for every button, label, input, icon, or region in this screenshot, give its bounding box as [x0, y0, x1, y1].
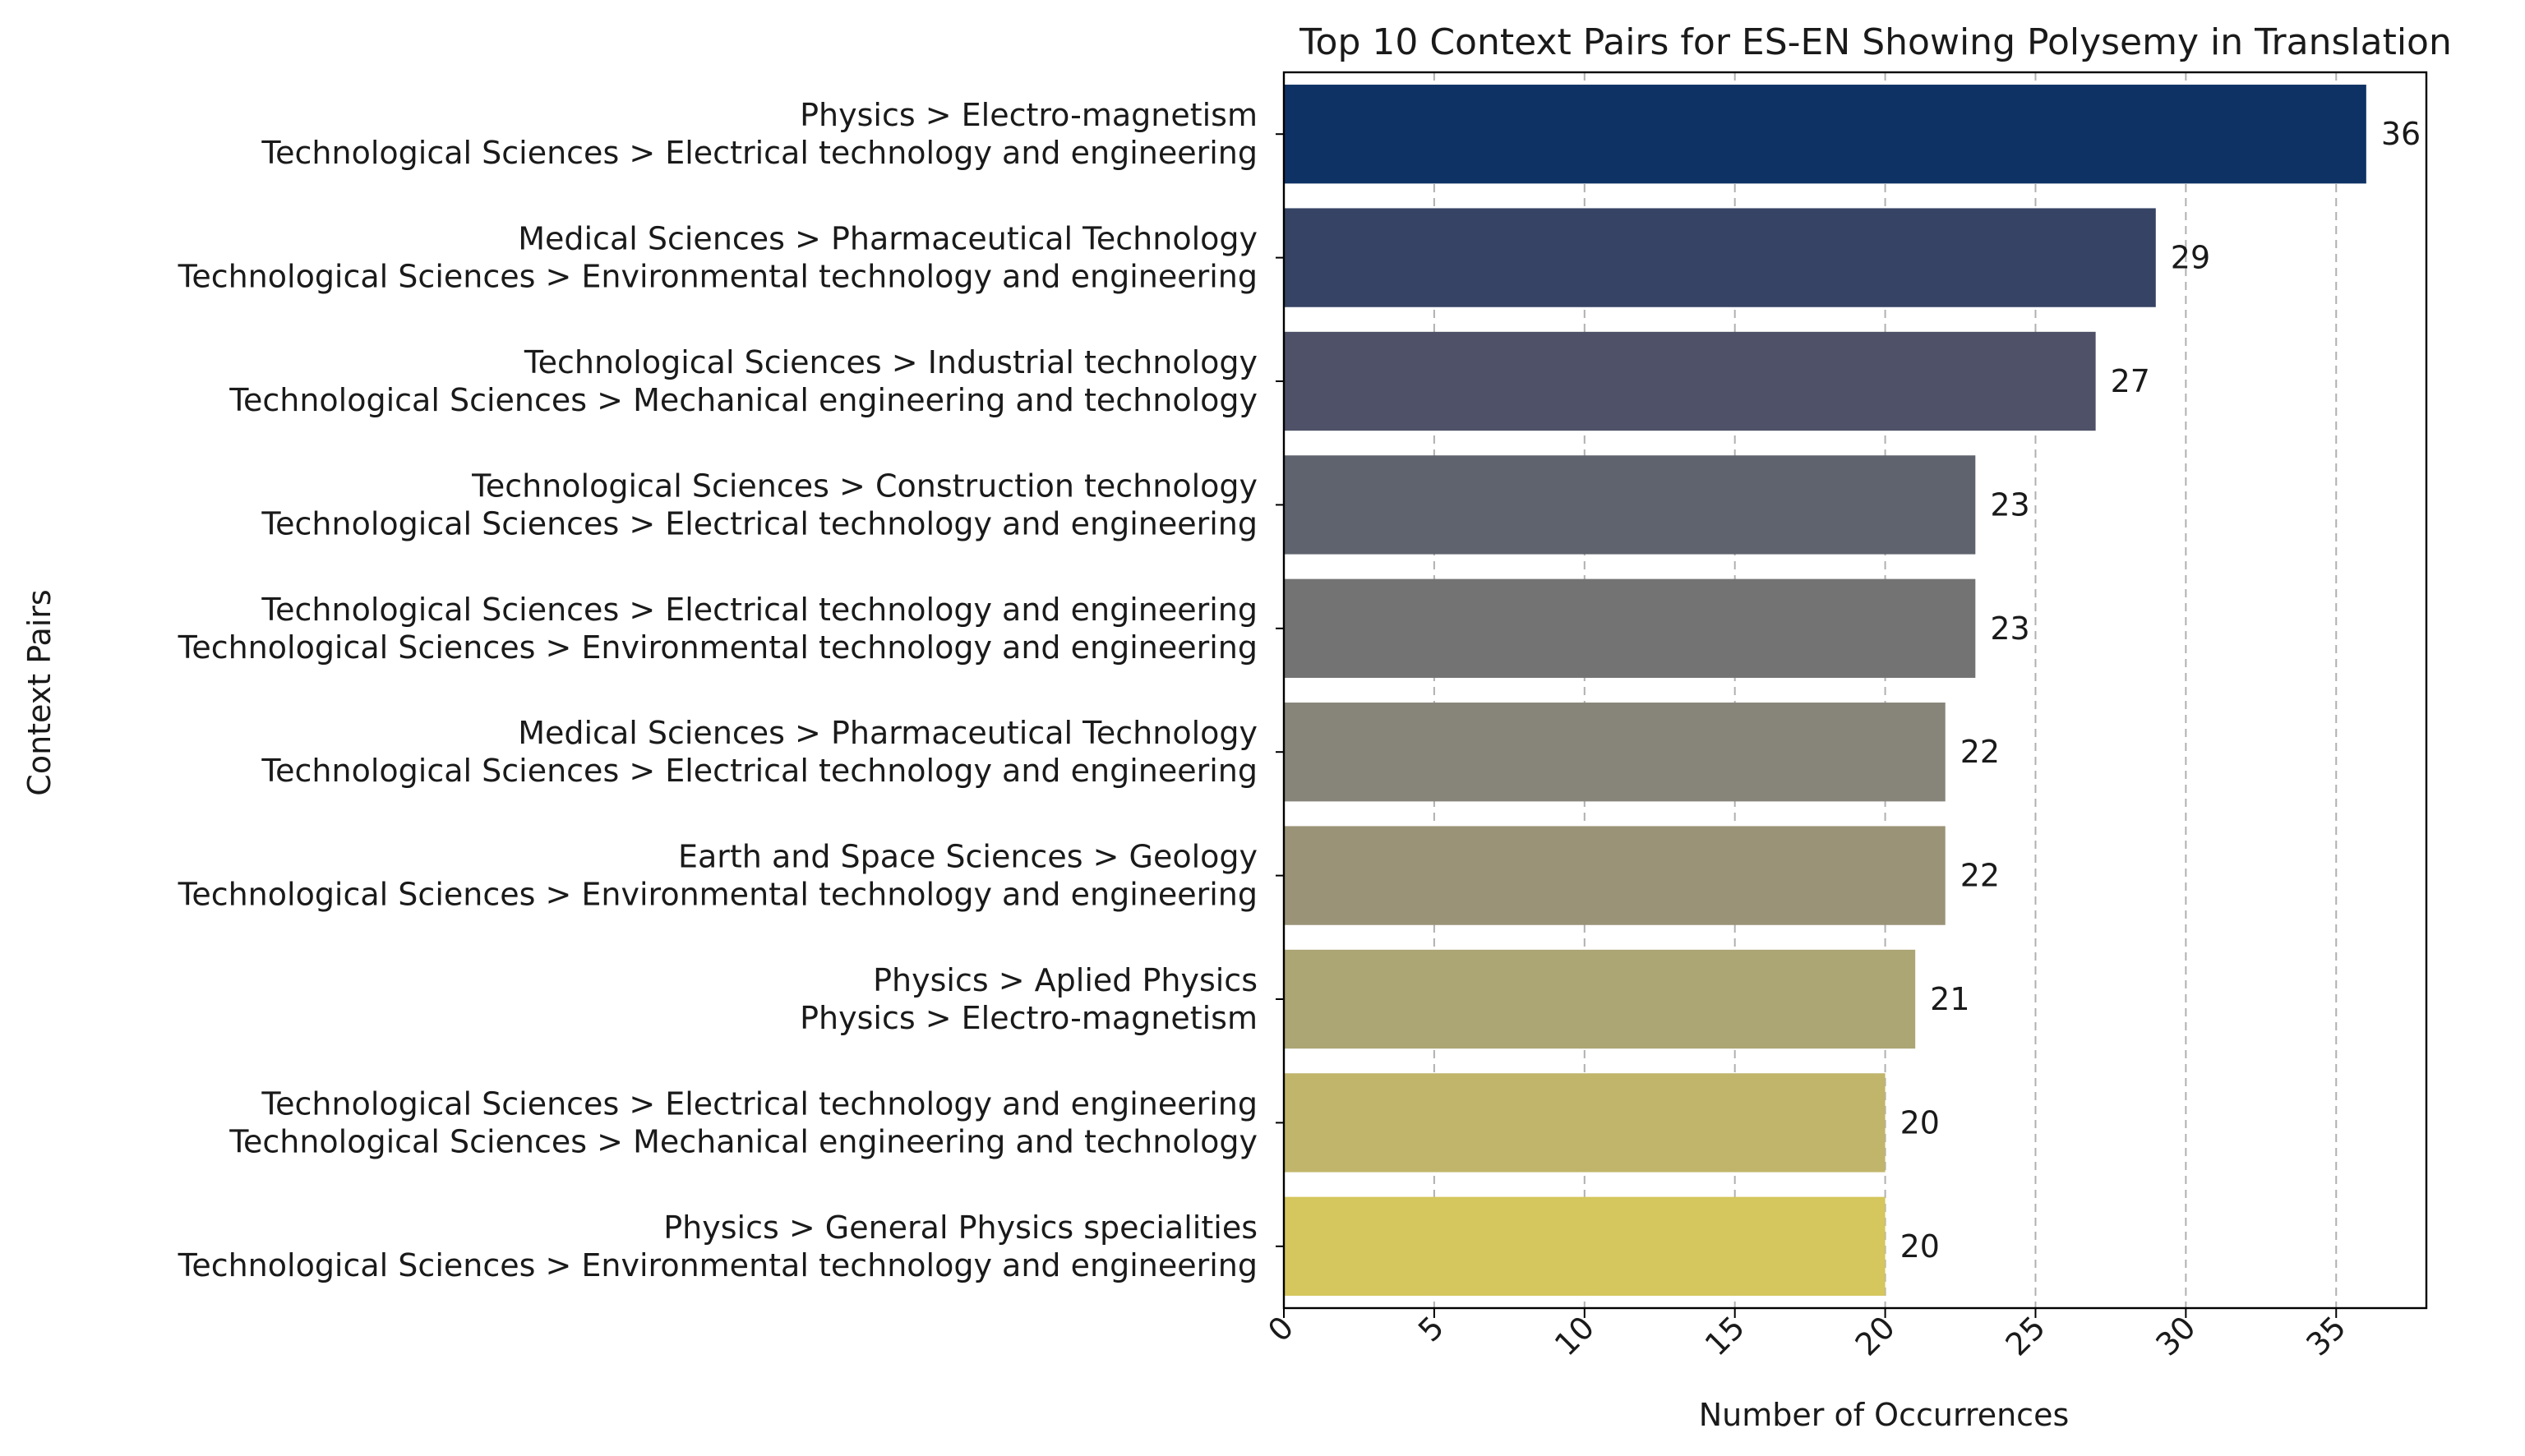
bar [1284, 85, 2366, 184]
category-label: Medical Sciences > Pharmaceutical Techno… [261, 715, 1258, 789]
category-label-line: Technological Sciences > Electrical tech… [261, 1085, 1258, 1122]
bar [1284, 703, 1946, 802]
category-label-line: Medical Sciences > Pharmaceutical Techno… [518, 221, 1258, 257]
value-label: 23 [1990, 611, 2029, 647]
x-tick-label: 15 [1698, 1309, 1752, 1362]
x-tick-label: 5 [1411, 1309, 1451, 1348]
value-label: 29 [2171, 240, 2210, 276]
value-label: 20 [1900, 1228, 1940, 1265]
category-label-line: Technological Sciences > Environmental t… [178, 259, 1258, 295]
category-label: Technological Sciences > Electrical tech… [228, 1085, 1258, 1159]
category-label-line: Technological Sciences > Electrical tech… [261, 753, 1258, 789]
x-tick-label: 30 [2149, 1309, 2202, 1362]
label-layer: 0 5 10 15 20 25 30 35 36 Physics > Electro-magnet… [178, 97, 2421, 1362]
category-label-line: Technological Sciences > Industrial tech… [524, 344, 1258, 380]
category-label-line: Technological Sciences > Mechanical engi… [228, 1123, 1258, 1159]
category-label-line: Technological Sciences > Mechanical engi… [228, 382, 1258, 418]
plot-frame [1282, 71, 2428, 1310]
bar [1284, 578, 1976, 678]
category-label-line: Physics > Electro-magnetism [800, 1000, 1258, 1036]
category-label-line: Physics > General Physics specialities [663, 1209, 1258, 1246]
category-label-line: Technological Sciences > Electrical tech… [261, 135, 1258, 171]
value-label: 22 [1960, 858, 2000, 894]
bar [1284, 1073, 1886, 1173]
value-label: 21 [1930, 981, 1969, 1017]
category-label: Physics > Electro-magnetism Technological… [261, 97, 1258, 171]
x-tick-label: 0 [1261, 1309, 1300, 1348]
bar [1284, 331, 2096, 431]
x-tick-label: 20 [1849, 1309, 1902, 1362]
category-label: Physics > Aplied Physics Physics > Electr… [800, 962, 1258, 1036]
category-label-line: Physics > Electro-magnetism [800, 97, 1258, 133]
category-label-line: Physics > Aplied Physics [873, 962, 1258, 998]
category-label: Technological Sciences > Electrical tech… [178, 592, 1258, 666]
bar [1284, 949, 1916, 1049]
x-tick-label: 10 [1548, 1309, 1601, 1362]
bar [1284, 826, 1946, 925]
category-label: Physics > General Physics specialities Te… [178, 1209, 1258, 1283]
y-axis-title: Context Pairs [21, 589, 58, 795]
category-label: Earth and Space Sciences > Geology Techno… [178, 839, 1258, 913]
category-label-line: Earth and Space Sciences > Geology [678, 839, 1258, 875]
chart-title: Top 10 Context Pairs for ES-EN Showing P… [1299, 21, 2452, 63]
bar [1284, 455, 1976, 555]
bar [1284, 1196, 1886, 1296]
category-label-line: Technological Sciences > Environmental t… [178, 629, 1258, 666]
bar-layer [1284, 85, 2366, 1296]
category-label-line: Technological Sciences > Environmental t… [178, 1247, 1258, 1283]
bar [1284, 208, 2156, 307]
axes-layer [1276, 71, 2428, 1318]
category-label-line: Technological Sciences > Environmental t… [178, 877, 1258, 913]
category-label: Technological Sciences > Industrial tech… [228, 344, 1258, 418]
category-label-line: Technological Sciences > Construction te… [471, 468, 1258, 504]
value-label: 20 [1900, 1104, 1940, 1140]
value-label: 22 [1960, 734, 2000, 770]
category-label: Medical Sciences > Pharmaceutical Techno… [178, 221, 1258, 295]
category-label: Technological Sciences > Construction te… [261, 468, 1258, 541]
value-label: 27 [2111, 363, 2150, 399]
category-label-line: Technological Sciences > Electrical tech… [261, 592, 1258, 628]
value-label: 36 [2381, 116, 2421, 152]
category-label-line: Technological Sciences > Electrical tech… [261, 505, 1258, 541]
x-axis-title: Number of Occurrences [1699, 1397, 2070, 1433]
x-tick-label: 35 [2299, 1309, 2352, 1362]
x-tick-label: 25 [1999, 1309, 2052, 1362]
value-label: 23 [1990, 486, 2029, 523]
category-label-line: Medical Sciences > Pharmaceutical Techno… [518, 715, 1258, 751]
